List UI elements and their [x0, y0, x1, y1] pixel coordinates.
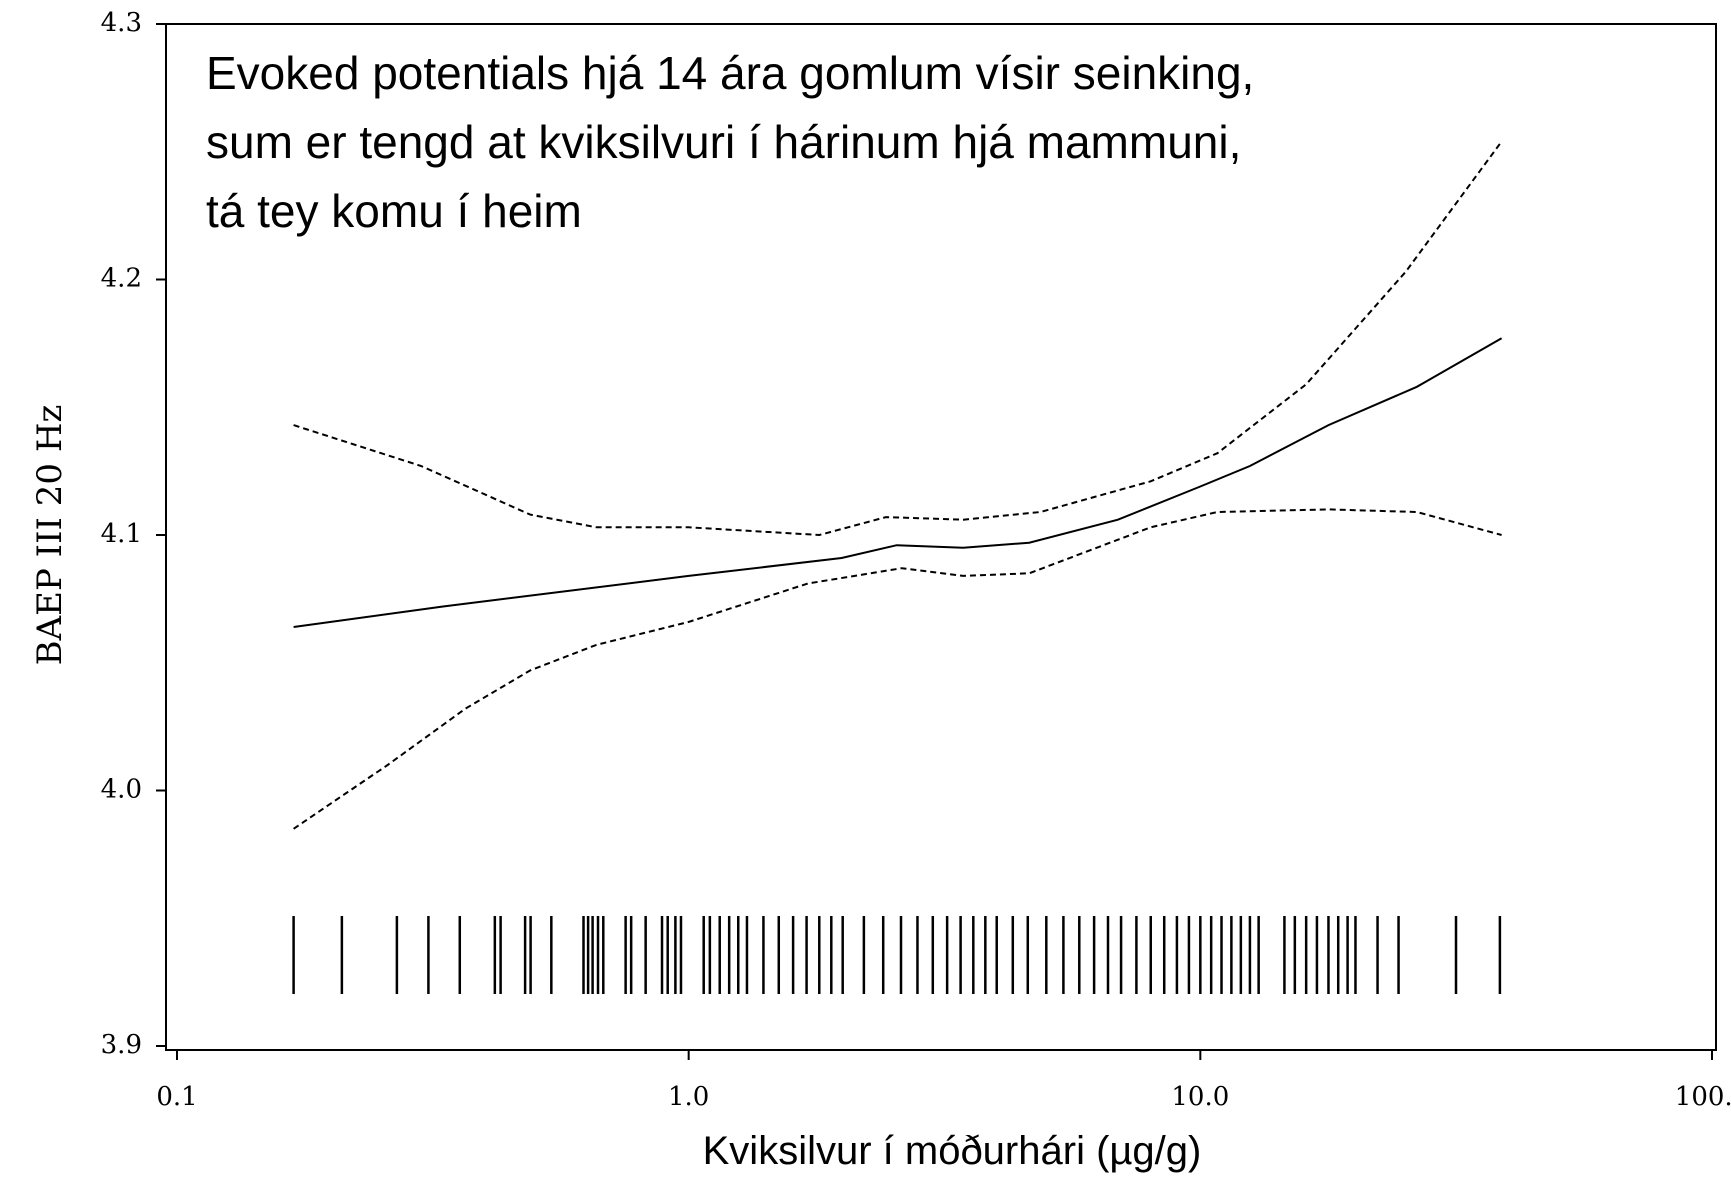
plot-frame	[165, 23, 1717, 1051]
y-tick-label: 4.2	[101, 264, 142, 294]
x-tick-label: 0.1	[156, 1082, 197, 1112]
y-tick-label: 4.1	[101, 519, 142, 549]
x-axis-label: Kviksilvur í móðurhári (µg/g)	[703, 1129, 1202, 1173]
y-tick-label: 4.0	[101, 775, 142, 805]
y-tick-label: 4.3	[101, 8, 142, 38]
confidence-line	[293, 508, 1502, 830]
annotation-line: sum er tengd at kviksilvuri í hárinum hj…	[206, 116, 1241, 168]
x-tick-label: 1.0	[668, 1082, 709, 1112]
x-tick-label: 100.0	[1675, 1082, 1731, 1112]
confidence-line	[293, 140, 1503, 537]
x-tick-label: 10.0	[1171, 1082, 1229, 1112]
y-tick-label: 3.9	[101, 1030, 142, 1060]
fit-line	[293, 337, 1503, 628]
y-axis-label: BAEP III 20 Hz	[30, 405, 70, 666]
annotation-line: Evoked potentials hjá 14 ára gomlum vísi…	[206, 47, 1254, 99]
annotation-line: tá tey komu í heim	[206, 185, 582, 237]
